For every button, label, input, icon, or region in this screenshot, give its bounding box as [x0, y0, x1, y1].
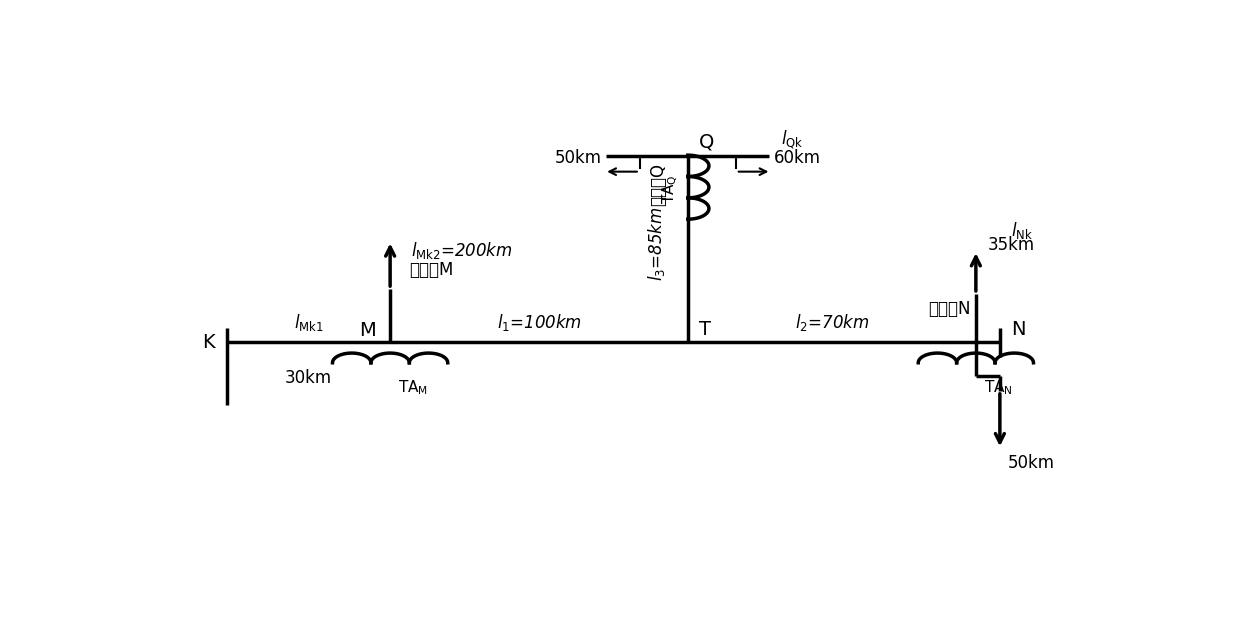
Text: TA$_{\mathrm{Q}}$: TA$_{\mathrm{Q}}$	[660, 175, 680, 204]
Text: Q: Q	[699, 133, 715, 152]
Text: TA$_{\mathrm{N}}$: TA$_{\mathrm{N}}$	[984, 379, 1012, 398]
Text: 50km: 50km	[1007, 454, 1054, 472]
Text: $l_3$=85km: $l_3$=85km	[646, 207, 667, 282]
Text: 60km: 60km	[774, 149, 821, 167]
Text: N: N	[1011, 320, 1026, 339]
Text: K: K	[202, 333, 214, 352]
Text: $l_2$=70km: $l_2$=70km	[794, 312, 869, 333]
Text: M: M	[359, 321, 375, 340]
Text: 量测端N: 量测端N	[928, 300, 971, 318]
Text: $l_{\mathrm{Qk}}$: $l_{\mathrm{Qk}}$	[781, 128, 803, 151]
Text: 量测端M: 量测端M	[409, 261, 453, 279]
Text: $l_{\mathrm{Mk1}}$: $l_{\mathrm{Mk1}}$	[294, 312, 323, 333]
Text: 量测端Q: 量测端Q	[649, 163, 667, 206]
Text: 30km: 30km	[285, 369, 332, 387]
Text: $l_{\mathrm{Mk2}}$=200km: $l_{\mathrm{Mk2}}$=200km	[411, 240, 513, 261]
Text: $l_{\mathrm{Nk}}$: $l_{\mathrm{Nk}}$	[1011, 219, 1033, 241]
Text: T: T	[699, 320, 711, 339]
Text: 35km: 35km	[987, 236, 1035, 255]
Text: $l_1$=100km: $l_1$=100km	[497, 312, 581, 333]
Text: 50km: 50km	[554, 149, 601, 167]
Text: TA$_{\mathrm{M}}$: TA$_{\mathrm{M}}$	[398, 379, 427, 398]
